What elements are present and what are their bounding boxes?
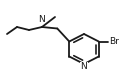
Text: N: N [39, 15, 45, 24]
Text: Br: Br [109, 37, 119, 46]
Text: N: N [81, 62, 87, 71]
